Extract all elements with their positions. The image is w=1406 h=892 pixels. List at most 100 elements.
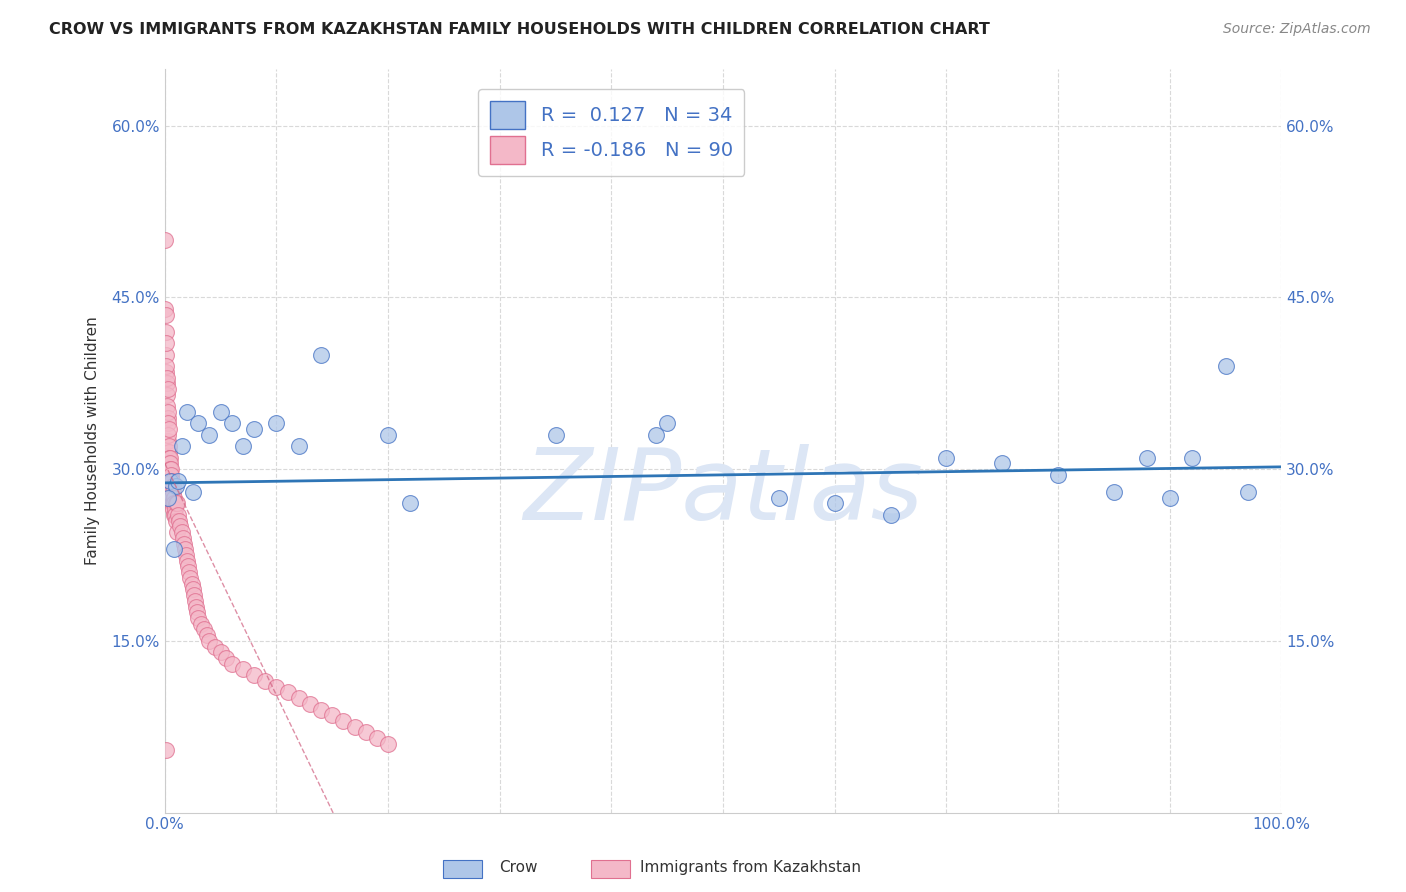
Point: [177, 559, 200, 574]
Point: [159, 474, 181, 488]
Point: [181, 582, 204, 597]
Point: [204, 640, 226, 654]
Point: [309, 348, 332, 362]
Point: [1237, 485, 1260, 500]
Point: [198, 427, 221, 442]
Point: [377, 737, 399, 751]
Point: [221, 417, 243, 431]
Point: [159, 467, 181, 482]
Point: [160, 462, 183, 476]
Point: [187, 611, 209, 625]
Point: [184, 594, 207, 608]
Point: [162, 502, 184, 516]
Point: [169, 519, 191, 533]
Point: [1181, 450, 1204, 465]
Point: [254, 673, 277, 688]
Point: [163, 496, 186, 510]
Point: [179, 571, 201, 585]
Point: [243, 668, 266, 682]
Point: [156, 405, 179, 419]
Point: [162, 485, 184, 500]
Point: [159, 479, 181, 493]
Point: [366, 731, 388, 746]
Point: [157, 439, 180, 453]
Point: [935, 450, 957, 465]
Text: ZIPatlas: ZIPatlas: [523, 444, 922, 541]
Point: [156, 382, 179, 396]
Point: [343, 720, 366, 734]
Point: [354, 725, 377, 739]
Point: [298, 697, 321, 711]
Point: [160, 467, 183, 482]
Point: [165, 514, 187, 528]
Point: [156, 388, 179, 402]
Point: [657, 417, 679, 431]
Point: [159, 462, 181, 476]
Point: [155, 325, 177, 339]
Point: [156, 370, 179, 384]
Point: [309, 702, 332, 716]
Point: [159, 462, 181, 476]
Point: [167, 508, 190, 522]
Point: [169, 514, 191, 528]
Point: [176, 554, 198, 568]
Point: [162, 496, 184, 510]
Point: [155, 348, 177, 362]
Point: [232, 439, 254, 453]
Point: [157, 434, 180, 448]
Point: [179, 565, 201, 579]
Point: [155, 336, 177, 351]
Point: [159, 450, 181, 465]
Point: [181, 485, 204, 500]
Point: [159, 457, 181, 471]
Point: [170, 525, 193, 540]
Point: [157, 491, 180, 505]
Point: [209, 405, 232, 419]
Point: [156, 410, 179, 425]
Text: CROW VS IMMIGRANTS FROM KAZAKHSTAN FAMILY HOUSEHOLDS WITH CHILDREN CORRELATION C: CROW VS IMMIGRANTS FROM KAZAKHSTAN FAMIL…: [49, 22, 990, 37]
Point: [172, 531, 194, 545]
Point: [287, 439, 309, 453]
Point: [157, 457, 180, 471]
Point: [155, 301, 177, 316]
Point: [166, 496, 188, 510]
Point: [165, 508, 187, 522]
Point: [321, 708, 343, 723]
Point: [209, 645, 232, 659]
Point: [193, 623, 215, 637]
Point: [163, 502, 186, 516]
Point: [162, 479, 184, 493]
Point: [215, 651, 238, 665]
Point: [645, 427, 668, 442]
Point: [163, 508, 186, 522]
Point: [160, 491, 183, 505]
Point: [991, 457, 1014, 471]
Point: [824, 496, 846, 510]
Point: [1102, 485, 1125, 500]
Point: [186, 605, 208, 619]
Point: [173, 542, 195, 557]
Point: [1215, 359, 1237, 373]
Legend: R =  0.127   N = 34, R = -0.186   N = 90: R = 0.127 N = 34, R = -0.186 N = 90: [478, 89, 744, 176]
Point: [183, 588, 205, 602]
Text: Immigrants from Kazakhstan: Immigrants from Kazakhstan: [640, 861, 860, 875]
Point: [1159, 491, 1181, 505]
Point: [163, 491, 186, 505]
Point: [157, 445, 180, 459]
Point: [155, 742, 177, 756]
Point: [187, 417, 209, 431]
Point: [160, 474, 183, 488]
Point: [266, 680, 288, 694]
Point: [176, 405, 198, 419]
Point: [195, 628, 218, 642]
Point: [173, 536, 195, 550]
Point: [156, 376, 179, 391]
Point: [180, 576, 202, 591]
Point: [157, 422, 180, 436]
Point: [332, 714, 354, 728]
Point: [287, 691, 309, 706]
Point: [156, 399, 179, 413]
Point: [155, 359, 177, 373]
Point: [157, 427, 180, 442]
Point: [190, 616, 212, 631]
